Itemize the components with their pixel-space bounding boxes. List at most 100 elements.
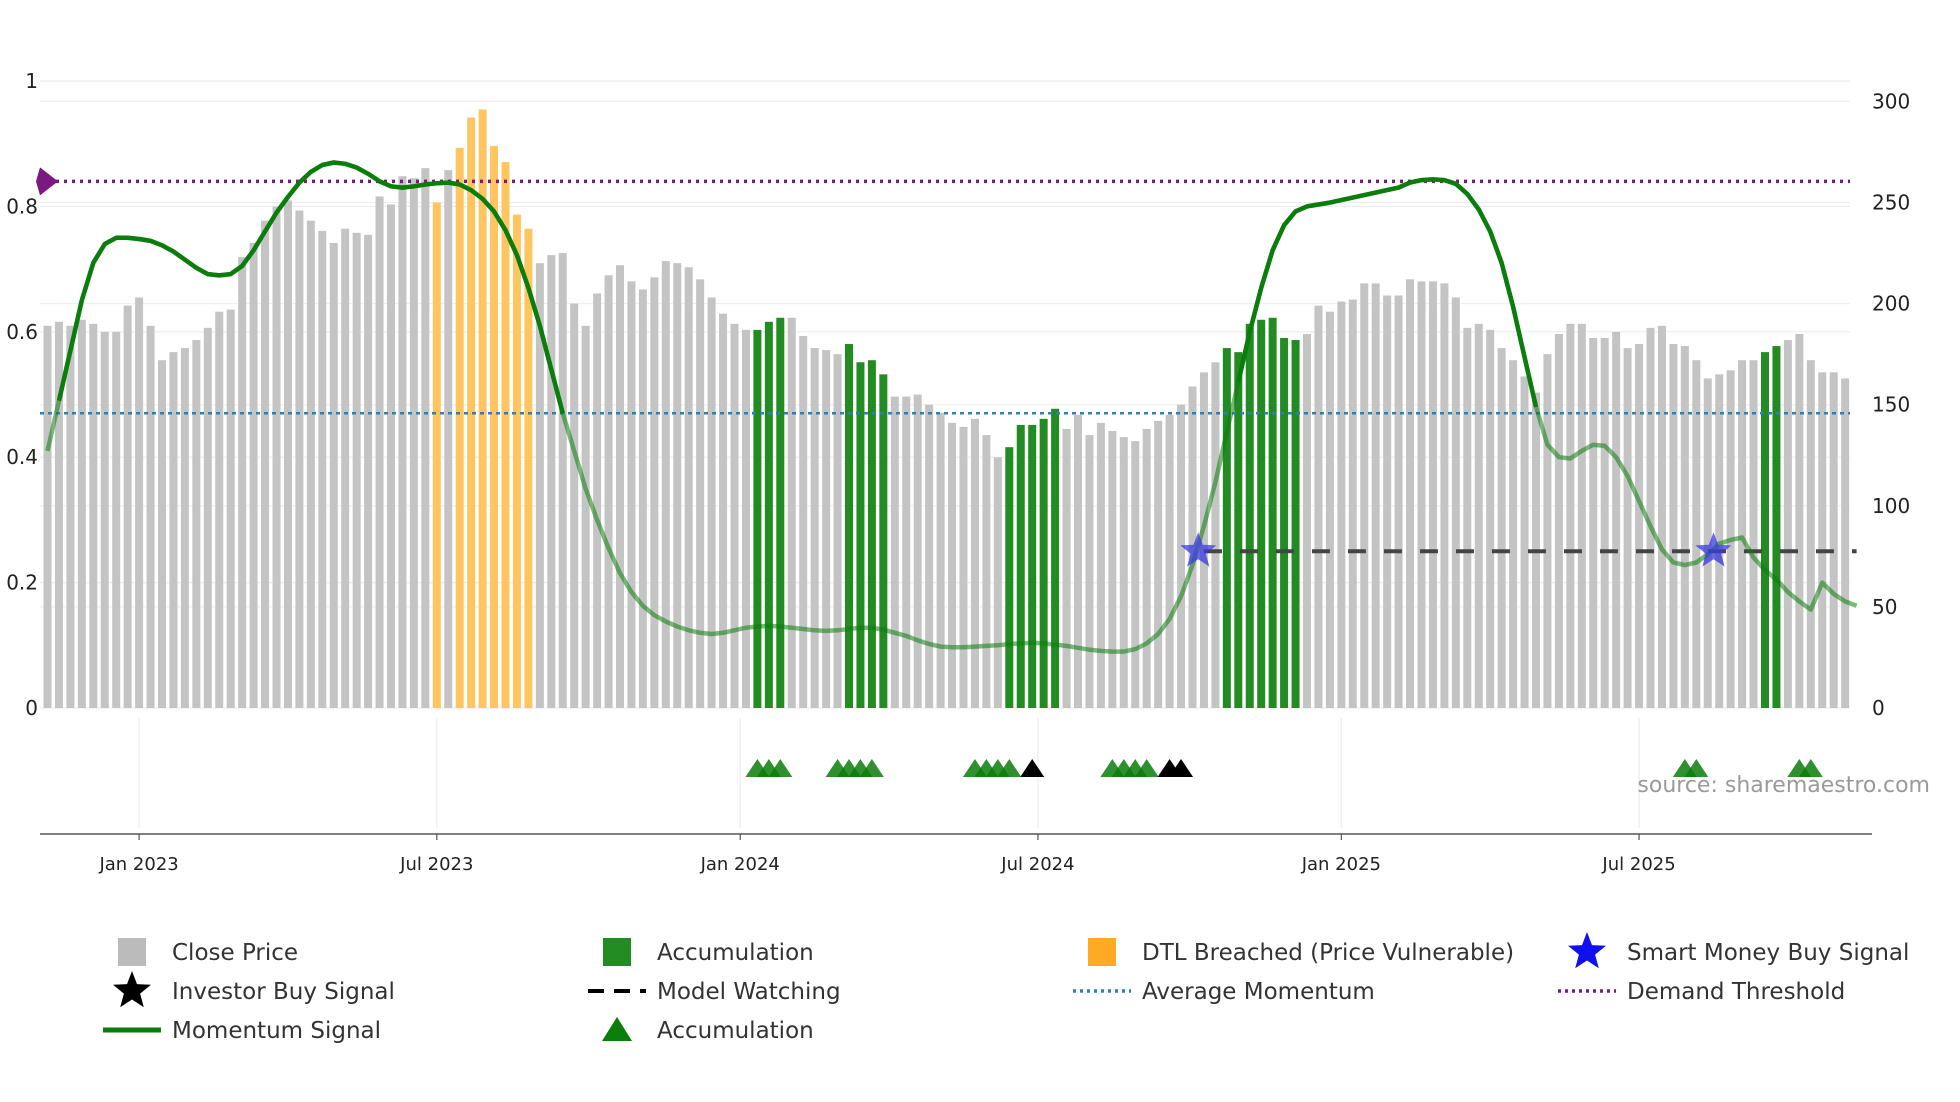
legend-swatch-icon — [1088, 938, 1116, 966]
close-price-bar — [993, 457, 1002, 708]
close-price-bar — [1394, 295, 1403, 708]
close-price-bar — [1509, 360, 1518, 708]
close-price-bar — [1577, 323, 1586, 708]
right-tick-label: 150 — [1872, 393, 1910, 417]
legend-item-investor: Investor Buy Signal — [113, 971, 395, 1008]
close-price-bar — [169, 352, 178, 708]
accumulation-bar — [1257, 319, 1266, 708]
x-tick-label: Jan 2024 — [700, 854, 780, 875]
close-price-bar — [1096, 422, 1105, 708]
legend-label: Model Watching — [657, 979, 841, 1005]
close-price-bar — [146, 325, 155, 708]
close-price-bar — [1474, 323, 1483, 708]
close-price-bar — [261, 220, 270, 708]
close-price-bar — [1680, 346, 1689, 708]
close-price-bar — [661, 261, 670, 708]
close-price-bar — [948, 422, 957, 708]
close-price-bar — [1085, 435, 1094, 708]
right-tick-label: 0 — [1872, 696, 1885, 720]
close-price-bar — [707, 297, 716, 708]
accumulation-bar — [845, 344, 853, 708]
close-price-bar — [1657, 325, 1666, 708]
close-price-bar — [1829, 372, 1838, 708]
close-price-bar — [1635, 344, 1644, 708]
legend-star-icon — [1568, 932, 1606, 969]
x-axis: Jan 2023 Jul 2023 Jan 2024 Jul 2024 Jan 2025… — [40, 833, 1872, 875]
demand-threshold-marker-icon — [36, 167, 58, 196]
close-price-bar — [1406, 279, 1415, 708]
close-price-bar — [123, 305, 132, 708]
close-price-bar — [306, 220, 315, 708]
close-price-bar — [1646, 327, 1655, 708]
accumulation-bar — [1005, 447, 1014, 708]
close-price-bar — [1623, 348, 1632, 708]
legend-swatch-icon — [118, 938, 146, 966]
close-price-bar — [1463, 327, 1472, 708]
accumulation-triangle-icon — [1134, 759, 1159, 777]
accumulation-bar — [1280, 337, 1289, 708]
accumulation-bar — [1761, 352, 1769, 708]
accumulation-triangle-icon — [997, 759, 1022, 777]
accumulation-bar — [1772, 346, 1781, 708]
legend-item-demand: Demand Threshold — [1558, 979, 1845, 1005]
accumulation-bar — [879, 374, 888, 708]
close-price-bar — [604, 275, 613, 708]
x-tick-label: Jan 2025 — [1301, 854, 1381, 875]
legend-swatch-icon — [603, 938, 631, 966]
right-tick-label: 50 — [1872, 595, 1897, 619]
close-price-bar — [1692, 360, 1701, 708]
close-price-bar — [822, 350, 831, 708]
close-price-bar — [1486, 329, 1495, 708]
close-price-bar — [570, 303, 579, 708]
dtl-breached-bar — [478, 109, 487, 709]
close-price-bar — [616, 265, 624, 708]
close-price-bar — [1348, 299, 1357, 708]
close-price-bar — [100, 331, 109, 708]
close-price-bar — [54, 321, 63, 708]
legend-label: Demand Threshold — [1627, 979, 1845, 1005]
close-price-bar — [249, 242, 258, 708]
close-price-bar — [1715, 374, 1724, 708]
close-price-bar — [43, 325, 52, 708]
close-price-bar — [1131, 441, 1140, 708]
dtl-breached-bar — [432, 202, 441, 708]
right-y-axis: 0 50 100 150 200 250 300 — [1872, 89, 1910, 720]
legend-item-acc_bar: Accumulation — [603, 938, 814, 966]
close-price-bar — [810, 348, 819, 708]
x-tick-label: Jul 2025 — [1601, 854, 1675, 875]
momentum-signal-line — [56, 160, 565, 414]
close-price-bar — [1199, 372, 1208, 708]
momentum-signal-line — [1236, 177, 1539, 408]
accumulation-bar — [1268, 317, 1277, 708]
close-price-bar — [1417, 281, 1426, 708]
dtl-breached-bar — [467, 117, 476, 709]
left-tick-label: 0.4 — [6, 445, 38, 469]
legend-item-model: Model Watching — [588, 979, 841, 1005]
close-price-bar — [1806, 360, 1815, 708]
x-tick-label: Jul 2024 — [1000, 854, 1074, 875]
legend-item-smart: Smart Money Buy Signal — [1568, 932, 1909, 969]
accumulation-bar — [867, 360, 876, 708]
investor-buy-signal-icon — [1169, 759, 1194, 777]
accumulation-triangle-icon — [859, 759, 884, 777]
legend-label: Accumulation — [657, 940, 814, 966]
close-price-bar — [925, 404, 934, 708]
legend-item-close: Close Price — [118, 938, 298, 966]
legend-triangle-icon — [602, 1017, 632, 1041]
left-tick-label: 0.8 — [6, 194, 38, 218]
close-price-bar — [1074, 414, 1082, 708]
close-price-bar — [1337, 301, 1346, 708]
dtl-breached-bar — [490, 145, 499, 708]
close-price-bar — [1589, 337, 1598, 708]
legend-label: Momentum Signal — [172, 1018, 381, 1044]
close-price-bar — [1749, 360, 1758, 708]
close-price-bars — [43, 109, 1850, 709]
close-price-bar — [341, 228, 350, 708]
close-price-bar — [1371, 283, 1380, 708]
accumulation-bar — [1234, 352, 1243, 708]
close-price-bar — [112, 331, 121, 708]
close-price-bar — [135, 297, 144, 708]
legend-label: Close Price — [172, 940, 298, 966]
accumulation-bar — [776, 317, 785, 708]
